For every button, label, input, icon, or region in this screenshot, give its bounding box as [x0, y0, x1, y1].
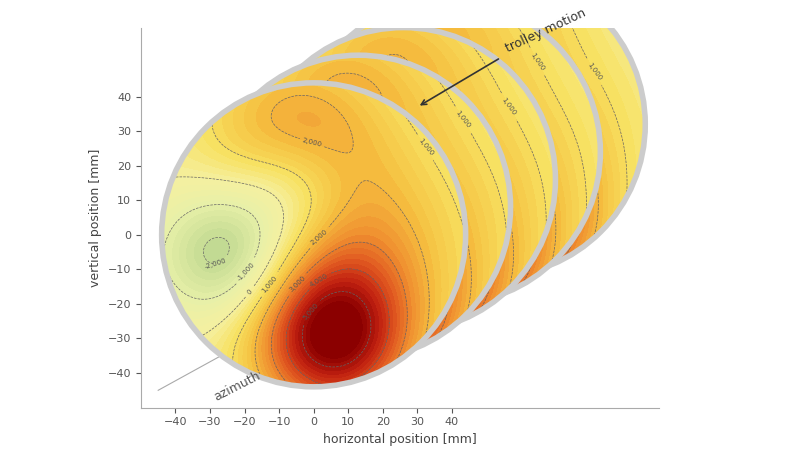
Text: -1,000: -1,000 — [294, 128, 314, 148]
Text: 0: 0 — [315, 117, 320, 124]
Text: 2,000: 2,000 — [302, 137, 322, 148]
Text: 3,000: 3,000 — [381, 221, 400, 239]
Text: trolley motion: trolley motion — [422, 7, 588, 105]
Text: 2,000: 2,000 — [414, 191, 433, 209]
Text: 1,000: 1,000 — [417, 138, 434, 157]
Y-axis label: vertical position [mm]: vertical position [mm] — [89, 148, 102, 287]
X-axis label: horizontal position [mm]: horizontal position [mm] — [323, 433, 477, 446]
Text: 0: 0 — [246, 288, 254, 295]
Text: 4,000: 4,000 — [432, 209, 450, 227]
Text: 0: 0 — [292, 261, 299, 269]
Text: -2,000: -2,000 — [401, 151, 422, 169]
Text: 1,000: 1,000 — [475, 124, 494, 143]
Text: 4,000: 4,000 — [480, 180, 499, 198]
Text: 1,000: 1,000 — [426, 153, 444, 173]
Text: -1,000: -1,000 — [237, 261, 256, 282]
Text: 1,000: 1,000 — [586, 62, 602, 82]
Text: 2,000: 2,000 — [381, 62, 402, 74]
Text: 2,000: 2,000 — [370, 189, 390, 206]
Text: 4,000: 4,000 — [330, 278, 346, 298]
Text: 3,000: 3,000 — [288, 275, 306, 293]
Text: 3,000: 3,000 — [443, 179, 464, 194]
Text: 2,000: 2,000 — [465, 159, 483, 178]
Text: 5,000: 5,000 — [401, 243, 421, 259]
Text: azimuth: azimuth — [212, 369, 263, 404]
Text: 1,000: 1,000 — [529, 51, 546, 72]
Text: 2,000: 2,000 — [310, 229, 329, 246]
Text: 1,000: 1,000 — [310, 243, 327, 263]
Text: 4,000: 4,000 — [309, 273, 330, 288]
Text: 5,000: 5,000 — [477, 263, 497, 279]
Text: -2,000: -2,000 — [356, 175, 378, 193]
Text: 1,000: 1,000 — [501, 96, 518, 117]
Text: -1,000: -1,000 — [430, 143, 448, 165]
Text: 5,000: 5,000 — [351, 271, 370, 288]
Text: -2,000: -2,000 — [308, 202, 330, 219]
Text: -2,000: -2,000 — [256, 231, 279, 246]
Text: 1,000: 1,000 — [367, 199, 385, 219]
Text: 4,000: 4,000 — [457, 292, 474, 312]
Text: -2,000: -2,000 — [204, 257, 227, 270]
Text: 1,000: 1,000 — [261, 274, 278, 294]
Text: -1,000: -1,000 — [341, 189, 358, 212]
Text: 5,000: 5,000 — [302, 302, 319, 321]
Text: 5,000: 5,000 — [522, 232, 541, 249]
Text: -1,000: -1,000 — [284, 234, 303, 255]
Text: 0: 0 — [410, 58, 415, 65]
Text: 3,000: 3,000 — [486, 156, 507, 171]
Text: 1,000: 1,000 — [454, 109, 471, 129]
Text: 3,000: 3,000 — [338, 243, 358, 261]
Text: 0: 0 — [347, 86, 353, 92]
Text: 2,000: 2,000 — [407, 174, 427, 190]
Text: 2,000: 2,000 — [346, 104, 367, 112]
